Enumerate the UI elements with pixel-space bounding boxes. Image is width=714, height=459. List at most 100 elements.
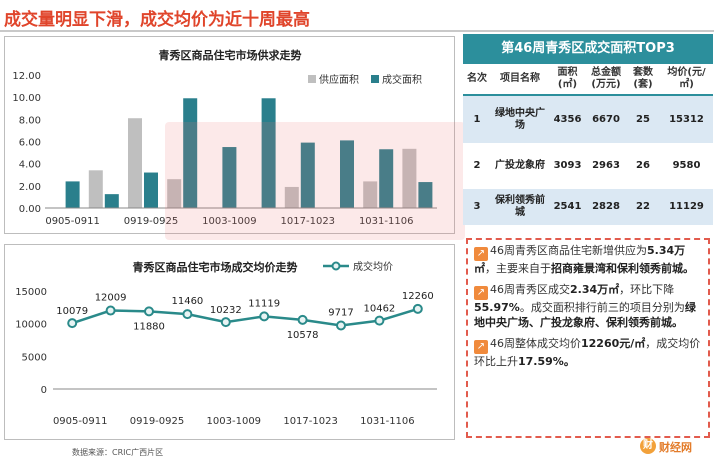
- y-tick-label: 0.00: [19, 204, 41, 215]
- bar-transaction: [261, 98, 276, 208]
- avg-price-chart: 青秀区商品住宅市场成交均价走势 0 5000 10000 15000 10079 12009…: [15, 260, 437, 427]
- note-transaction: ↗ 46周青秀区成交2.34万㎡，环比下降55.97%。成交面积排行前三的项目分别…: [474, 283, 696, 329]
- data-label: 10578: [287, 330, 319, 341]
- y-tick-label: 10.00: [12, 93, 41, 104]
- col-header-area: 面积(㎡): [549, 64, 586, 96]
- x-tick-label: 1003-1009: [207, 416, 262, 427]
- y-tick-label: 10000: [15, 320, 47, 331]
- supply-demand-chart: 青秀区商品住宅市场供求走势 0.00 2.00 4.00 6.00 8.00 10.00 12…: [12, 48, 437, 227]
- brand-name: 财经网: [659, 441, 692, 454]
- bar-transaction: [300, 142, 315, 208]
- cell-amount: 2828: [586, 189, 626, 225]
- orange-arrow-icon: ↗: [474, 286, 488, 300]
- watermark: [165, 122, 465, 240]
- bar-supply: [128, 118, 142, 208]
- cell-price: 15312: [660, 95, 713, 143]
- bar-transaction: [104, 194, 119, 208]
- title-divider: [0, 30, 714, 32]
- cell-project: 保利领秀前城: [491, 189, 549, 225]
- data-label: 10232: [210, 305, 242, 316]
- x-tick-label: 1017-1023: [283, 416, 338, 427]
- bar-supply: [402, 148, 417, 208]
- col-header-units: 套数(套): [626, 64, 660, 96]
- note-supply: ↗ 46周青秀区商品住宅新增供应为5.34万㎡，主要来自于招商雍景湾和保利领秀前城…: [474, 244, 694, 275]
- legend-label: 成交面积: [382, 73, 422, 86]
- data-label: 12009: [95, 293, 127, 304]
- bar-supply: [88, 170, 103, 208]
- bar-transaction: [144, 172, 158, 208]
- col-header-project: 项目名称: [491, 64, 549, 96]
- cell-rank: 2: [463, 143, 491, 189]
- cell-project: 绿地中央广场: [491, 95, 549, 143]
- y-tick-label: 4.00: [19, 160, 41, 171]
- y-tick-label: 2.00: [19, 182, 41, 193]
- data-point: [182, 309, 193, 320]
- table-row: 2 广投龙象府 3093 2963 26 9580: [463, 143, 713, 189]
- bar-transaction: [65, 181, 80, 208]
- cell-units: 22: [626, 189, 660, 225]
- col-header-amount: 总金额(万元): [586, 64, 626, 96]
- data-label: 11119: [248, 298, 280, 309]
- brand-mark: 财 财经网: [640, 436, 712, 456]
- legend-label: 成交均价: [353, 260, 393, 273]
- chart-title: 青秀区商品住宅市场供求走势: [159, 48, 302, 62]
- data-point: [220, 317, 231, 328]
- table-row: 1 绿地中央广场 4356 6670 25 15312: [463, 95, 713, 143]
- data-label: 12260: [402, 291, 434, 302]
- cell-price: 9580: [660, 143, 713, 189]
- bar-transaction: [418, 182, 433, 208]
- data-point: [67, 318, 78, 329]
- cell-price: 11129: [660, 189, 713, 225]
- chart-title: 青秀区商品住宅市场成交均价走势: [133, 260, 298, 274]
- table-row: 3 保利领秀前城 2541 2828 22 11129: [463, 189, 713, 225]
- data-label: 10462: [363, 304, 395, 315]
- y-tick-label: 15000: [15, 287, 47, 298]
- header: 成交量明显下滑，成交均价为近十周最高: [0, 0, 714, 32]
- cell-units: 26: [626, 143, 660, 189]
- bar-transaction: [379, 149, 394, 208]
- x-tick-label: 1017-1023: [281, 216, 336, 227]
- cell-area: 3093: [549, 143, 586, 189]
- bar-transaction: [183, 98, 198, 208]
- table-header-row: 名次 项目名称 面积(㎡) 总金额(万元) 套数(套) 均价(元/㎡): [463, 64, 713, 96]
- data-label: 11460: [171, 296, 203, 307]
- data-point: [412, 303, 423, 314]
- data-point: [374, 315, 385, 326]
- top3-table-title: 第46周青秀区成交面积TOP3: [463, 34, 713, 64]
- top3-table-panel: 第46周青秀区成交面积TOP3 名次 项目名称 面积(㎡) 总金额(万元) 套数…: [463, 34, 713, 230]
- x-tick-label: 1031-1106: [359, 216, 414, 227]
- cell-area: 2541: [549, 189, 586, 225]
- series-line: [71, 307, 419, 327]
- legend-marker: [331, 261, 341, 271]
- y-tick-label: 6.00: [19, 138, 41, 149]
- y-tick-label: 8.00: [19, 115, 41, 126]
- note-price: ↗ 46周整体成交均价12260元/㎡，成交均价环比上升17.59%。: [474, 337, 701, 368]
- cell-amount: 6670: [586, 95, 626, 143]
- x-tick-label: 0905-0911: [45, 216, 100, 227]
- brand-logo-icon: 财: [640, 438, 656, 454]
- avg-price-chart-panel: 青秀区商品住宅市场成交均价走势 0 5000 10000 15000 10079 12009…: [4, 244, 455, 440]
- data-point: [336, 320, 346, 331]
- x-tick-label: 0919-0925: [130, 416, 185, 427]
- legend-swatch: [308, 75, 316, 83]
- legend-swatch: [371, 75, 379, 83]
- bar-transaction: [222, 147, 237, 208]
- bar-supply: [284, 186, 299, 208]
- cell-units: 25: [626, 95, 660, 143]
- x-tick-label: 0919-0925: [124, 216, 179, 227]
- data-label: 11880: [133, 321, 165, 332]
- data-label: 9717: [328, 308, 353, 319]
- y-tick-label: 0: [41, 385, 47, 396]
- summary-notes: ↗ 46周青秀区商品住宅新增供应为5.34万㎡，主要来自于招商雍景湾和保利领秀前城…: [466, 238, 710, 438]
- page-title: 成交量明显下滑，成交均价为近十周最高: [4, 10, 310, 30]
- data-label: 10079: [56, 306, 88, 317]
- cell-area: 4356: [549, 95, 586, 143]
- x-tick-label: 0905-0911: [53, 416, 108, 427]
- bar-transaction: [340, 140, 354, 208]
- data-point: [144, 306, 154, 317]
- col-header-rank: 名次: [463, 64, 491, 96]
- cell-project: 广投龙象府: [491, 143, 549, 189]
- x-tick-label: 1003-1009: [202, 216, 257, 227]
- legend-label: 供应面积: [319, 73, 359, 86]
- y-tick-label: 5000: [22, 352, 47, 363]
